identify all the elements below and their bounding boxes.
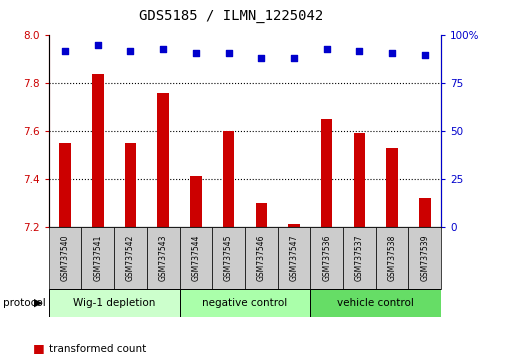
Bar (419, 198, 430, 227)
Text: GSM737546: GSM737546 (257, 234, 266, 281)
Text: GSM737537: GSM737537 (355, 234, 364, 281)
Point (323, 46, 331, 52)
Point (159, 46, 167, 52)
Point (388, 50, 396, 56)
Point (192, 50, 200, 56)
Bar (255, 202, 267, 227)
Bar (310, 289, 441, 317)
Point (421, 52, 429, 57)
Bar (82, 227, 114, 289)
Text: GSM737540: GSM737540 (61, 234, 70, 281)
Bar (353, 133, 365, 227)
Bar (343, 227, 376, 289)
Text: ■: ■ (33, 342, 44, 354)
Bar (49, 289, 180, 317)
Point (94, 42, 102, 48)
Text: GSM737541: GSM737541 (93, 234, 102, 281)
Bar (147, 227, 180, 289)
Bar (157, 93, 169, 227)
Bar (212, 227, 245, 289)
Text: GSM737545: GSM737545 (224, 234, 233, 281)
Text: GSM737536: GSM737536 (322, 234, 331, 281)
Point (225, 50, 233, 56)
Bar (125, 143, 136, 227)
Text: protocol: protocol (3, 298, 45, 308)
Bar (386, 148, 398, 227)
Point (290, 56, 298, 61)
Bar (223, 131, 234, 227)
Point (257, 56, 265, 61)
Text: GSM737544: GSM737544 (191, 234, 201, 281)
Bar (278, 227, 310, 289)
Bar (92, 74, 104, 227)
Text: GSM737539: GSM737539 (420, 234, 429, 281)
Text: ▶: ▶ (34, 298, 43, 308)
Bar (310, 227, 343, 289)
Bar (288, 224, 300, 227)
Bar (245, 227, 278, 289)
Bar (180, 289, 310, 317)
Bar (190, 176, 202, 227)
Text: negative control: negative control (202, 298, 288, 308)
Bar (321, 119, 332, 227)
Point (61, 48, 69, 53)
Text: GSM737547: GSM737547 (289, 234, 299, 281)
Bar (49, 227, 82, 289)
Bar (408, 227, 441, 289)
Text: vehicle control: vehicle control (338, 298, 414, 308)
Text: GDS5185 / ILMN_1225042: GDS5185 / ILMN_1225042 (139, 9, 323, 23)
Bar (376, 227, 408, 289)
Text: GSM737543: GSM737543 (159, 234, 168, 281)
Bar (60, 143, 71, 227)
Text: GSM737538: GSM737538 (388, 234, 397, 281)
Point (356, 48, 364, 53)
Text: GSM737542: GSM737542 (126, 234, 135, 281)
Bar (180, 227, 212, 289)
Bar (114, 227, 147, 289)
Text: Wig-1 depletion: Wig-1 depletion (73, 298, 155, 308)
Text: transformed count: transformed count (49, 344, 146, 354)
Point (126, 48, 134, 53)
